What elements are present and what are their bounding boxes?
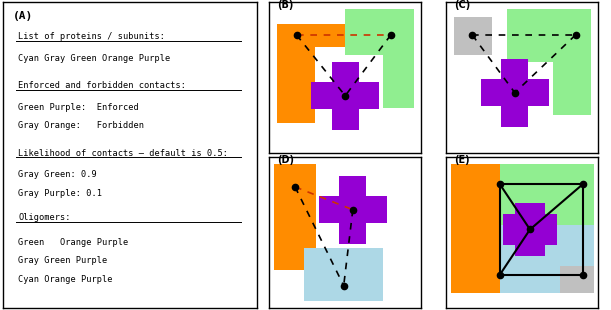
- Bar: [481, 79, 549, 106]
- Bar: [277, 24, 315, 123]
- Bar: [277, 24, 345, 47]
- Text: (B): (B): [277, 0, 293, 11]
- Bar: [515, 203, 545, 256]
- Text: List of proteins / subunits:: List of proteins / subunits:: [18, 32, 165, 41]
- Text: Cyan Gray Green Orange Purple: Cyan Gray Green Orange Purple: [18, 54, 170, 63]
- Text: Gray Green Purple: Gray Green Purple: [18, 256, 108, 265]
- Bar: [501, 59, 529, 127]
- Text: Enforced and forbidden contacts:: Enforced and forbidden contacts:: [18, 81, 186, 90]
- Bar: [454, 17, 492, 55]
- Text: (C): (C): [454, 0, 470, 11]
- Bar: [274, 164, 316, 270]
- Bar: [451, 164, 504, 293]
- Bar: [560, 266, 594, 293]
- Text: (A): (A): [13, 11, 34, 21]
- Text: Gray Green: 0.9: Gray Green: 0.9: [18, 170, 97, 179]
- Bar: [339, 175, 367, 244]
- Text: (E): (E): [454, 155, 470, 166]
- Text: Gray Orange:   Forbidden: Gray Orange: Forbidden: [18, 121, 144, 130]
- Text: Green Purple:  Enforced: Green Purple: Enforced: [18, 103, 139, 112]
- Text: Oligomers:: Oligomers:: [18, 213, 71, 222]
- Text: Green   Orange Purple: Green Orange Purple: [18, 238, 128, 247]
- Bar: [553, 62, 591, 115]
- Bar: [503, 214, 557, 245]
- Bar: [318, 196, 387, 224]
- Bar: [345, 9, 414, 55]
- Bar: [332, 62, 359, 130]
- Bar: [500, 225, 594, 293]
- Text: Likelihood of contacts – default is 0.5:: Likelihood of contacts – default is 0.5:: [18, 149, 229, 158]
- Bar: [311, 82, 379, 109]
- Text: (D): (D): [277, 155, 294, 166]
- Bar: [500, 164, 594, 225]
- Bar: [507, 9, 591, 62]
- Text: Cyan Orange Purple: Cyan Orange Purple: [18, 275, 113, 284]
- Bar: [383, 55, 414, 108]
- Text: Gray Purple: 0.1: Gray Purple: 0.1: [18, 189, 102, 198]
- Bar: [304, 248, 383, 301]
